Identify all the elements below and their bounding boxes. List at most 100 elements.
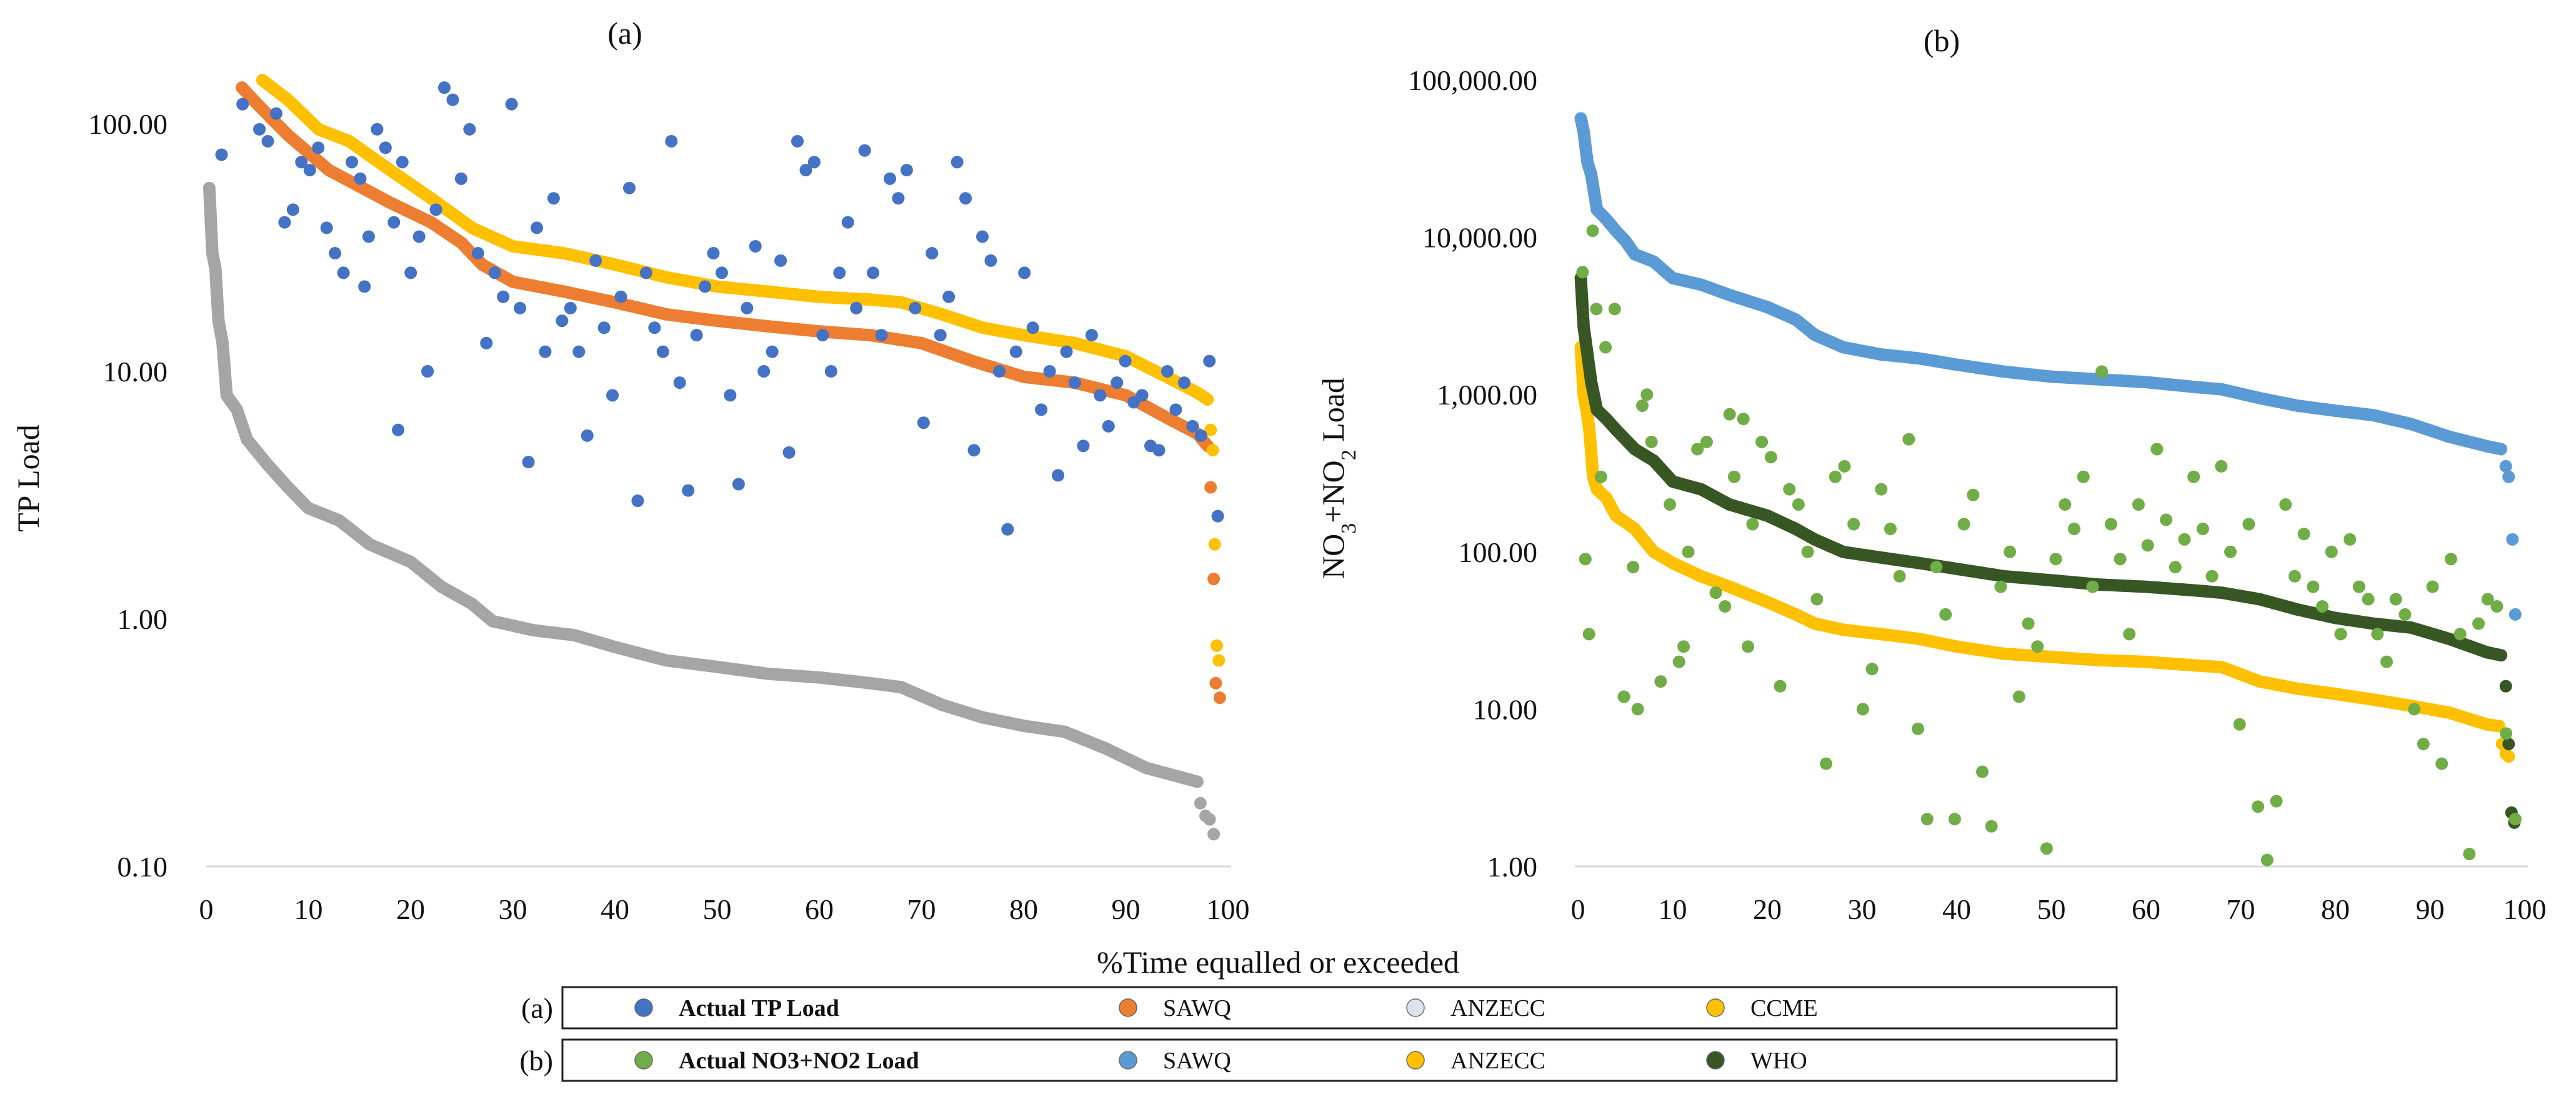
x-tick-label: 80 [1009, 893, 1038, 925]
data-point [2215, 459, 2228, 473]
data-point [454, 172, 467, 185]
data-point [942, 290, 956, 303]
data-point [2114, 553, 2127, 566]
x-tick-label: 70 [2227, 893, 2255, 925]
data-point [2307, 580, 2320, 593]
data-point [741, 301, 754, 314]
data-point [1884, 523, 1897, 536]
data-point [1677, 640, 1690, 653]
ylabel-sub: 3 [1337, 523, 1360, 534]
ylabel-part: NO [1315, 534, 1350, 579]
legend-row-prefix: (b) [519, 1045, 553, 1076]
data-point [1177, 376, 1191, 389]
data-point [1810, 593, 1824, 606]
panel-a-x-ticks: 0 10 20 30 40 50 60 70 80 90 100 [199, 893, 1250, 925]
data-point [1599, 341, 1612, 354]
legend-label: SAWQ [1163, 995, 1231, 1021]
data-point [1727, 470, 1740, 483]
legend-label: WHO [1750, 1048, 1807, 1074]
data-point [816, 329, 829, 342]
data-point [2178, 533, 2191, 546]
data-point [1161, 365, 1174, 378]
data-point [1085, 329, 1098, 342]
data-point [1948, 813, 1961, 826]
curve-tail-point [1211, 639, 1224, 652]
data-point [539, 345, 552, 358]
x-tick-label: 70 [907, 893, 936, 925]
data-point [673, 376, 686, 389]
data-point [2040, 842, 2053, 855]
data-point [1985, 820, 1998, 833]
data-point [396, 156, 409, 169]
data-point [1018, 266, 1031, 279]
data-point [412, 230, 426, 243]
legend-marker [1706, 1051, 1725, 1070]
x-tick-label: 40 [601, 893, 629, 925]
data-point [2004, 545, 2017, 558]
x-tick-label: 20 [1753, 893, 1782, 925]
curve-tail-point [2509, 608, 2522, 621]
data-point [1939, 608, 1952, 621]
data-point [951, 156, 964, 169]
curve-tail-point [1204, 481, 1217, 494]
data-point [1186, 419, 1199, 433]
data-point [2205, 570, 2219, 583]
data-point [2481, 593, 2494, 606]
data-point [2472, 617, 2485, 630]
curve-tail-point [1203, 813, 1216, 826]
data-point [269, 107, 282, 120]
data-point [329, 247, 342, 260]
data-point [215, 148, 228, 161]
data-point [2077, 470, 2090, 483]
panel-b-title: (b) [1924, 23, 1960, 58]
data-point [992, 365, 1006, 378]
data-point [312, 141, 325, 154]
data-point [2022, 617, 2035, 630]
data-point [1672, 655, 1685, 668]
data-point [824, 365, 837, 378]
data-point [1203, 354, 1216, 368]
data-point [799, 164, 812, 177]
y-tick-label: 10,000.00 [1422, 222, 1537, 254]
data-point [1194, 429, 1207, 442]
data-point [749, 239, 762, 253]
x-tick-label: 0 [1571, 893, 1585, 925]
legend-label: ANZECC [1450, 1048, 1545, 1074]
x-tick-label: 10 [1659, 893, 1687, 925]
curve-tail-point [2506, 533, 2519, 546]
data-point [2316, 600, 2329, 613]
data-point [917, 416, 930, 429]
data-point [1755, 435, 1769, 448]
data-point [1930, 561, 1943, 574]
curve-tail-point [2502, 470, 2515, 483]
data-point [606, 389, 619, 402]
data-point [757, 365, 771, 378]
data-point [1631, 703, 1644, 716]
data-point [597, 321, 611, 334]
data-point [2224, 545, 2237, 558]
data-point [358, 280, 371, 293]
curve-tail-point [1212, 654, 1226, 667]
data-point [1737, 413, 1750, 426]
data-point [1001, 523, 1014, 536]
data-point [286, 203, 299, 216]
data-point [884, 172, 897, 185]
data-point [2490, 600, 2504, 613]
data-point [2454, 628, 2467, 641]
panel-a-y-ticks: 100.00 10.00 1.00 0.10 [89, 108, 168, 883]
data-point [2389, 593, 2402, 606]
data-point [2352, 580, 2365, 593]
data-point [2380, 655, 2393, 668]
data-point [976, 230, 989, 243]
data-point [1994, 580, 2007, 593]
data-point [471, 247, 484, 260]
panel-b-ylabel: NO3+NO2 Load [1315, 378, 1360, 579]
data-point [1893, 570, 1906, 583]
x-tick-label: 50 [703, 893, 732, 925]
data-point [1682, 545, 1695, 558]
x-tick-label: 10 [294, 893, 323, 925]
data-point [261, 134, 274, 148]
data-point [2086, 580, 2099, 593]
data-point [2141, 539, 2154, 552]
legend-marker [1119, 998, 1137, 1017]
